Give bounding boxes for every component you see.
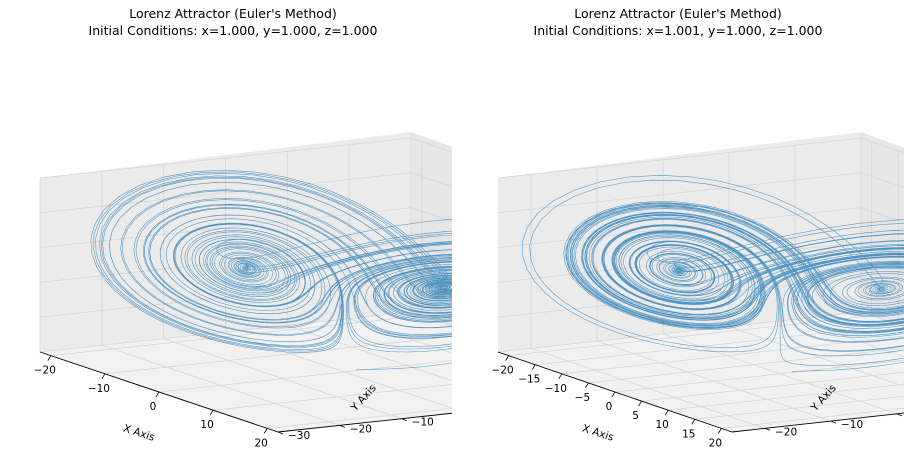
x-tick-label: −20 (492, 365, 514, 377)
x-tick-mark (209, 409, 214, 416)
x-tick-label: −20 (34, 365, 56, 377)
y-tick-mark (277, 431, 284, 435)
x-tick-label: 10 (200, 419, 213, 431)
x-tick-mark (691, 419, 696, 425)
y-tick-label: 10 (535, 403, 548, 415)
x-tick-mark (718, 428, 722, 434)
x-tick-label: 5 (632, 410, 639, 422)
trajectory-line (522, 175, 904, 372)
x-tick-mark (263, 428, 268, 434)
grid-line-x (588, 347, 904, 384)
x-axis-title: X Axis (581, 422, 615, 443)
y-tick-mark (339, 424, 345, 428)
x-tick-label: 10 (655, 419, 668, 431)
floor-pane (40, 312, 452, 432)
y-tick-label: −20 (350, 423, 372, 435)
grid-line-y (163, 164, 402, 420)
y-tick-mark (464, 412, 469, 414)
x-tick-mark (505, 355, 509, 361)
chart-title-line-1: Lorenz Attractor (Euler's Method) (129, 6, 337, 21)
y-tick-label: −10 (841, 419, 863, 431)
y-tick-mark (764, 427, 771, 431)
y-axis-line (731, 412, 904, 433)
grid-line-y (530, 174, 766, 429)
x-tick-label: 0 (606, 401, 613, 413)
chart-title-line-2: Initial Conditions: x=1.001, y=1.000, z=… (534, 23, 823, 38)
grid-line-x (694, 395, 904, 420)
x-tick-mark (558, 373, 563, 380)
grid-line-y (662, 159, 898, 415)
x-tick-mark (47, 355, 52, 361)
trajectory-line (90, 169, 452, 370)
chart-panel-right: Lorenz Attractor (Euler's Method) Initia… (492, 6, 904, 449)
chart-panel-left: Lorenz Attractor (Euler's Method) Initia… (34, 6, 548, 449)
x-tick-label: −15 (518, 374, 540, 386)
plot-area: −20−1001020−30−20−10010203001020304050X … (34, 132, 548, 449)
grid-line-x (614, 359, 904, 393)
x-tick-mark (638, 400, 642, 407)
y-tick-mark (401, 418, 407, 422)
y-tick-label: 0 (474, 410, 481, 422)
grid-line-y (225, 158, 452, 409)
x-tick-label: 15 (682, 428, 695, 440)
grid-line-x (641, 371, 904, 402)
x-tick-label: 0 (150, 401, 157, 413)
y-tick-mark (830, 420, 837, 424)
grid-line-y (410, 138, 452, 327)
x-tick-mark (585, 382, 589, 389)
x-tick-mark (155, 391, 160, 398)
chart-title-line-2: Initial Conditions: x=1.000, y=1.000, z=… (89, 23, 378, 38)
x-tick-label: 20 (254, 437, 267, 449)
x-tick-label: −5 (575, 392, 590, 404)
chart-title-line-1: Lorenz Attractor (Euler's Method) (574, 6, 782, 21)
grid-line-x (721, 407, 904, 429)
y-tick-mark (896, 413, 903, 417)
x-tick-label: −10 (545, 383, 567, 395)
x-tick-mark (664, 409, 669, 416)
x-axis-title: X Axis (122, 422, 156, 443)
y-tick-label: −20 (775, 426, 797, 438)
x-tick-label: 20 (709, 437, 722, 449)
grid-line-y (596, 167, 832, 422)
grid-line-x (668, 383, 904, 411)
grid-line-y (286, 151, 452, 382)
plot-area: −20−15−10−505101520−20−10010203001020304… (492, 132, 904, 449)
grid-line-x (561, 335, 904, 375)
x-tick-mark (531, 364, 536, 370)
x-tick-mark (611, 391, 616, 398)
grid-line-y (794, 145, 904, 357)
x-tick-label: −10 (88, 383, 110, 395)
y-tick-label: −30 (288, 430, 310, 442)
y-tick-mark (525, 405, 530, 407)
y-tick-label: −10 (412, 417, 434, 429)
x-tick-mark (101, 373, 106, 380)
